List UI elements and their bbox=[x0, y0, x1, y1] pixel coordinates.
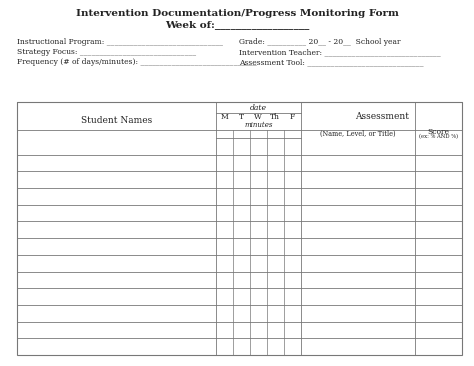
Text: minutes: minutes bbox=[244, 121, 273, 128]
Text: Grade: __________ 20__ - 20__  School year: Grade: __________ 20__ - 20__ School yea… bbox=[239, 38, 401, 46]
Text: Intervention Teacher: ______________________________: Intervention Teacher: __________________… bbox=[239, 48, 441, 56]
Text: Student Names: Student Names bbox=[81, 116, 152, 125]
Text: Frequency (# of days/minutes): ______________________________: Frequency (# of days/minutes): _________… bbox=[17, 58, 256, 66]
Text: Intervention Documentation/Progress Monitoring Form: Intervention Documentation/Progress Moni… bbox=[75, 9, 399, 18]
Text: Instructional Program: ______________________________: Instructional Program: _________________… bbox=[17, 38, 223, 46]
Text: T: T bbox=[239, 113, 244, 121]
Text: date: date bbox=[250, 104, 267, 112]
Text: (Name, Level, or Title): (Name, Level, or Title) bbox=[320, 130, 396, 138]
Text: F: F bbox=[290, 113, 295, 121]
Text: Score: Score bbox=[428, 128, 449, 136]
Text: M: M bbox=[220, 113, 228, 121]
Text: Week of:__________________: Week of:__________________ bbox=[165, 20, 309, 29]
Text: (ex: % AND %): (ex: % AND %) bbox=[419, 134, 458, 139]
Text: W: W bbox=[255, 113, 262, 121]
Bar bbox=[17, 102, 462, 355]
Text: Assessment: Assessment bbox=[355, 112, 409, 121]
Text: Strategy Focus: ______________________________: Strategy Focus: ________________________… bbox=[17, 48, 196, 56]
Text: Assessment Tool: ______________________________: Assessment Tool: _______________________… bbox=[239, 58, 424, 66]
Text: Th: Th bbox=[270, 113, 281, 121]
